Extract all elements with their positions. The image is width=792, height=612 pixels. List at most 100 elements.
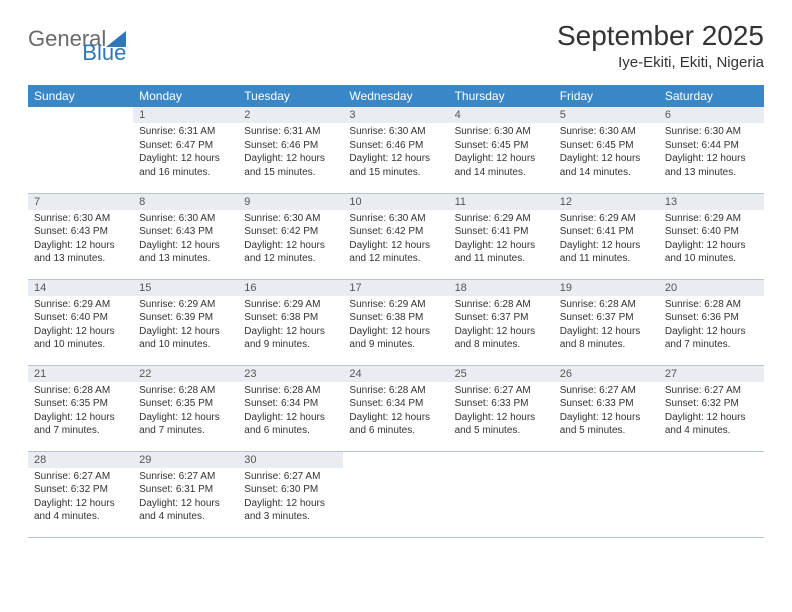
day-details: Sunrise: 6:28 AMSunset: 6:35 PMDaylight:… [28,382,133,442]
day-number: 25 [449,366,554,382]
calendar-cell: 25Sunrise: 6:27 AMSunset: 6:33 PMDayligh… [449,365,554,451]
calendar-cell [28,107,133,193]
calendar-cell: 27Sunrise: 6:27 AMSunset: 6:32 PMDayligh… [659,365,764,451]
calendar-cell: 29Sunrise: 6:27 AMSunset: 6:31 PMDayligh… [133,451,238,537]
day-number: 22 [133,366,238,382]
calendar-page: General Blue September 2025 Iye-Ekiti, E… [0,0,792,558]
day-details: Sunrise: 6:29 AMSunset: 6:41 PMDaylight:… [554,210,659,270]
calendar-cell: 8Sunrise: 6:30 AMSunset: 6:43 PMDaylight… [133,193,238,279]
calendar-cell: 16Sunrise: 6:29 AMSunset: 6:38 PMDayligh… [238,279,343,365]
day-details: Sunrise: 6:29 AMSunset: 6:40 PMDaylight:… [28,296,133,356]
day-number: 13 [659,194,764,210]
day-number: 12 [554,194,659,210]
calendar-cell: 13Sunrise: 6:29 AMSunset: 6:40 PMDayligh… [659,193,764,279]
calendar-cell: 30Sunrise: 6:27 AMSunset: 6:30 PMDayligh… [238,451,343,537]
calendar-cell: 5Sunrise: 6:30 AMSunset: 6:45 PMDaylight… [554,107,659,193]
day-number: 17 [343,280,448,296]
calendar-cell: 15Sunrise: 6:29 AMSunset: 6:39 PMDayligh… [133,279,238,365]
calendar-cell [449,451,554,537]
day-number: 16 [238,280,343,296]
day-details: Sunrise: 6:29 AMSunset: 6:38 PMDaylight:… [238,296,343,356]
day-number: 24 [343,366,448,382]
day-details: Sunrise: 6:30 AMSunset: 6:43 PMDaylight:… [133,210,238,270]
day-details: Sunrise: 6:29 AMSunset: 6:38 PMDaylight:… [343,296,448,356]
calendar-cell: 18Sunrise: 6:28 AMSunset: 6:37 PMDayligh… [449,279,554,365]
day-details: Sunrise: 6:28 AMSunset: 6:34 PMDaylight:… [238,382,343,442]
day-number: 6 [659,107,764,123]
day-details: Sunrise: 6:27 AMSunset: 6:31 PMDaylight:… [133,468,238,528]
col-thu: Thursday [449,85,554,107]
calendar-cell: 19Sunrise: 6:28 AMSunset: 6:37 PMDayligh… [554,279,659,365]
calendar-cell: 6Sunrise: 6:30 AMSunset: 6:44 PMDaylight… [659,107,764,193]
day-number: 2 [238,107,343,123]
calendar-row: 7Sunrise: 6:30 AMSunset: 6:43 PMDaylight… [28,193,764,279]
day-details: Sunrise: 6:30 AMSunset: 6:45 PMDaylight:… [554,123,659,183]
day-number: 27 [659,366,764,382]
calendar-cell: 14Sunrise: 6:29 AMSunset: 6:40 PMDayligh… [28,279,133,365]
calendar-cell: 4Sunrise: 6:30 AMSunset: 6:45 PMDaylight… [449,107,554,193]
calendar-cell [343,451,448,537]
day-details: Sunrise: 6:27 AMSunset: 6:33 PMDaylight:… [449,382,554,442]
calendar-cell: 24Sunrise: 6:28 AMSunset: 6:34 PMDayligh… [343,365,448,451]
col-sat: Saturday [659,85,764,107]
day-details: Sunrise: 6:27 AMSunset: 6:32 PMDaylight:… [28,468,133,528]
day-details: Sunrise: 6:28 AMSunset: 6:36 PMDaylight:… [659,296,764,356]
day-details: Sunrise: 6:30 AMSunset: 6:42 PMDaylight:… [343,210,448,270]
calendar-cell: 20Sunrise: 6:28 AMSunset: 6:36 PMDayligh… [659,279,764,365]
header: General Blue September 2025 Iye-Ekiti, E… [28,20,764,71]
day-number: 26 [554,366,659,382]
calendar-cell: 2Sunrise: 6:31 AMSunset: 6:46 PMDaylight… [238,107,343,193]
calendar-cell [554,451,659,537]
calendar-cell: 26Sunrise: 6:27 AMSunset: 6:33 PMDayligh… [554,365,659,451]
calendar-row: 14Sunrise: 6:29 AMSunset: 6:40 PMDayligh… [28,279,764,365]
day-number: 5 [554,107,659,123]
day-number: 29 [133,452,238,468]
day-details: Sunrise: 6:28 AMSunset: 6:37 PMDaylight:… [449,296,554,356]
calendar-cell: 1Sunrise: 6:31 AMSunset: 6:47 PMDaylight… [133,107,238,193]
day-number: 9 [238,194,343,210]
calendar-row: 1Sunrise: 6:31 AMSunset: 6:47 PMDaylight… [28,107,764,193]
calendar-cell: 12Sunrise: 6:29 AMSunset: 6:41 PMDayligh… [554,193,659,279]
brand-logo: General Blue [28,20,176,52]
day-details: Sunrise: 6:29 AMSunset: 6:41 PMDaylight:… [449,210,554,270]
day-number: 3 [343,107,448,123]
col-wed: Wednesday [343,85,448,107]
day-number: 1 [133,107,238,123]
calendar-cell: 17Sunrise: 6:29 AMSunset: 6:38 PMDayligh… [343,279,448,365]
day-number: 21 [28,366,133,382]
calendar-row: 21Sunrise: 6:28 AMSunset: 6:35 PMDayligh… [28,365,764,451]
day-details: Sunrise: 6:31 AMSunset: 6:46 PMDaylight:… [238,123,343,183]
calendar-cell [659,451,764,537]
day-details: Sunrise: 6:30 AMSunset: 6:44 PMDaylight:… [659,123,764,183]
location: Iye-Ekiti, Ekiti, Nigeria [557,54,764,71]
day-number: 15 [133,280,238,296]
day-details: Sunrise: 6:30 AMSunset: 6:43 PMDaylight:… [28,210,133,270]
col-mon: Monday [133,85,238,107]
calendar-cell: 9Sunrise: 6:30 AMSunset: 6:42 PMDaylight… [238,193,343,279]
calendar-cell: 7Sunrise: 6:30 AMSunset: 6:43 PMDaylight… [28,193,133,279]
day-number: 20 [659,280,764,296]
day-details: Sunrise: 6:29 AMSunset: 6:39 PMDaylight:… [133,296,238,356]
calendar-cell: 28Sunrise: 6:27 AMSunset: 6:32 PMDayligh… [28,451,133,537]
day-header-row: Sunday Monday Tuesday Wednesday Thursday… [28,85,764,107]
day-number: 10 [343,194,448,210]
day-number: 14 [28,280,133,296]
day-number: 18 [449,280,554,296]
calendar-body: 1Sunrise: 6:31 AMSunset: 6:47 PMDaylight… [28,107,764,537]
col-tue: Tuesday [238,85,343,107]
day-number: 11 [449,194,554,210]
col-sun: Sunday [28,85,133,107]
day-details: Sunrise: 6:30 AMSunset: 6:42 PMDaylight:… [238,210,343,270]
day-details: Sunrise: 6:28 AMSunset: 6:37 PMDaylight:… [554,296,659,356]
month-title: September 2025 [557,20,764,52]
day-details: Sunrise: 6:27 AMSunset: 6:33 PMDaylight:… [554,382,659,442]
day-number: 30 [238,452,343,468]
calendar-cell: 21Sunrise: 6:28 AMSunset: 6:35 PMDayligh… [28,365,133,451]
day-details: Sunrise: 6:29 AMSunset: 6:40 PMDaylight:… [659,210,764,270]
day-details: Sunrise: 6:30 AMSunset: 6:45 PMDaylight:… [449,123,554,183]
calendar-cell: 11Sunrise: 6:29 AMSunset: 6:41 PMDayligh… [449,193,554,279]
day-number: 28 [28,452,133,468]
day-details: Sunrise: 6:27 AMSunset: 6:30 PMDaylight:… [238,468,343,528]
calendar-table: Sunday Monday Tuesday Wednesday Thursday… [28,85,764,538]
day-number: 8 [133,194,238,210]
